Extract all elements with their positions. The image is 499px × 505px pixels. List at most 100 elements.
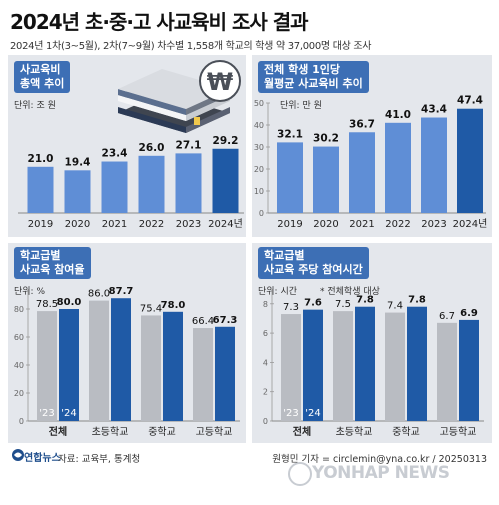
x-tick-label: 초등학교 — [336, 426, 373, 438]
bar — [407, 306, 427, 421]
x-tick-label: 2020 — [313, 219, 338, 230]
data-label: 21.0 — [28, 153, 54, 165]
y-tick-label: 20 — [14, 389, 24, 398]
bar — [111, 298, 131, 421]
bar — [212, 148, 239, 213]
bar — [437, 322, 457, 421]
data-label: 78.0 — [161, 300, 186, 311]
page-subtitle: 2024년 1차(3~5월), 2차(7~9월) 차수별 1,558개 학교의 … — [10, 41, 372, 52]
bar — [349, 132, 375, 213]
bar — [313, 146, 339, 213]
x-tick-label: 2019 — [277, 219, 302, 230]
panel-per-student-spending: 전체 학생 1인당 월평균 사교육비 추이 단위: 만 원 0 10 20 30 40 5… — [252, 55, 492, 237]
x-tick-label: 전체 — [293, 425, 311, 438]
data-label: 19.4 — [65, 156, 91, 168]
x-tick-label: 고등학교 — [440, 426, 477, 438]
chart-weekly-hours: 0 2 4 6 8 7.3 '23 7.6 '24 전체 7.5 7.8 초등학교 7.4 7.8 중학교 6.… — [263, 289, 484, 438]
x-tick-label: 2022 — [139, 219, 164, 230]
y-tick-label: 0 — [19, 417, 24, 426]
y-tick-label: 2 — [263, 388, 268, 397]
bar — [64, 170, 91, 213]
y-tick-label: 20 — [254, 165, 264, 174]
x-tick-label: 고등학교 — [196, 426, 233, 438]
chart-participation-rate: 0 20 40 60 80 78.5 '23 80.0 '24 전체 86.087.7 초등학교 75.… — [14, 286, 240, 438]
x-tick-label: 2021 — [102, 219, 127, 230]
badge-line-2: 총액 추이 — [20, 77, 65, 90]
data-label: 32.1 — [277, 128, 303, 140]
series-label: '24 — [61, 408, 76, 419]
unit-label: 단위: % — [14, 287, 46, 297]
bar — [193, 328, 213, 421]
bar — [215, 326, 235, 421]
bar — [37, 311, 57, 421]
unit-label: 단위: 조 원 — [14, 101, 56, 111]
series-label: '24 — [305, 408, 320, 419]
badge-line-1: 학교급별 — [264, 249, 305, 262]
data-label: 78.5 — [36, 299, 58, 310]
watermark-circle-icon — [288, 462, 312, 486]
y-tick-label: 50 — [254, 99, 264, 108]
data-label: 7.3 — [283, 302, 299, 313]
x-tick-label: 2023 — [421, 219, 446, 230]
x-tick-label: 전체 — [49, 425, 67, 438]
y-tick-label: 80 — [14, 305, 24, 314]
badge-line-1: 학교급별 — [20, 249, 61, 262]
y-tick-label: 30 — [254, 143, 264, 152]
unit-label: 단위: 시간 — [258, 287, 298, 297]
data-label: 6.9 — [460, 308, 478, 319]
x-tick-label: 2019 — [28, 219, 53, 230]
y-tick-label: 0 — [259, 209, 264, 218]
panel-per-student-badge: 전체 학생 1인당 월평균 사교육비 추이 — [258, 61, 369, 93]
bar — [281, 314, 301, 421]
x-tick-label: 2023 — [176, 219, 201, 230]
data-label: 66.4 — [192, 316, 214, 327]
y-tick-label: 6 — [263, 329, 268, 338]
data-label: 27.1 — [176, 139, 202, 151]
data-label: 86.0 — [88, 289, 110, 300]
y-tick-label: 10 — [254, 187, 264, 196]
data-label: 36.7 — [349, 118, 375, 130]
bar — [59, 309, 79, 421]
bar — [385, 312, 405, 421]
data-label: 7.6 — [304, 298, 322, 309]
data-label: 43.4 — [421, 104, 447, 116]
x-tick-label: 초등학교 — [92, 426, 129, 438]
chart-total-spending: 21.0 2019 19.4 2020 23.4 2021 26.0 2022 27.1 2023… — [18, 135, 244, 230]
badge-line-2: 월평균 사교육비 추이 — [264, 77, 363, 90]
books-illustration: ₩ — [118, 60, 241, 133]
bar — [421, 117, 447, 213]
badge-line-1: 전체 학생 1인당 — [264, 63, 341, 76]
page-title: 2024년 초·중·고 사교육비 조사 결과 — [10, 10, 309, 34]
data-label: 47.4 — [457, 95, 483, 107]
data-label: 23.4 — [102, 148, 128, 160]
data-label: 7.5 — [335, 299, 351, 310]
data-label: 29.2 — [213, 135, 239, 147]
bar — [163, 311, 183, 421]
bar — [303, 309, 323, 421]
bar — [385, 122, 411, 213]
bar — [138, 155, 165, 213]
data-label: 75.4 — [140, 303, 162, 314]
x-tick-label: 2022 — [385, 219, 410, 230]
source-note: 자료: 교육부, 통계청 — [58, 454, 141, 465]
bar — [101, 161, 128, 213]
y-tick-label: 4 — [263, 358, 268, 367]
panel-participation-rate: 학교급별 사교육 참여율 단위: % 0 20 40 60 80 78.5 '23 80.0 '… — [8, 243, 246, 443]
data-label: 7.4 — [387, 301, 403, 312]
panel-total-spending-badge: 사교육비 총액 추이 — [14, 61, 71, 93]
watermark: YONHAP NEWS — [312, 463, 450, 483]
data-label: 67.3 — [213, 315, 238, 326]
badge-line-2: 사교육 참여율 — [20, 263, 85, 276]
badge-line-2: 사교육 주당 참여시간 — [264, 263, 363, 276]
yonhap-logo-icon — [12, 449, 24, 461]
y-tick-label: 60 — [14, 333, 24, 342]
data-label: 6.7 — [439, 311, 455, 322]
x-tick-label: 2020 — [65, 219, 90, 230]
x-tick-label: 중학교 — [392, 426, 420, 438]
y-tick-label: 40 — [254, 121, 264, 130]
bar — [27, 166, 54, 213]
panel-total-spending: 사교육비 총액 추이 단위: 조 원 ₩ 21.0 2019 19.4 2020 23.… — [8, 55, 246, 237]
bar — [141, 315, 161, 421]
y-tick-label: 40 — [14, 361, 24, 370]
bar — [333, 311, 353, 421]
